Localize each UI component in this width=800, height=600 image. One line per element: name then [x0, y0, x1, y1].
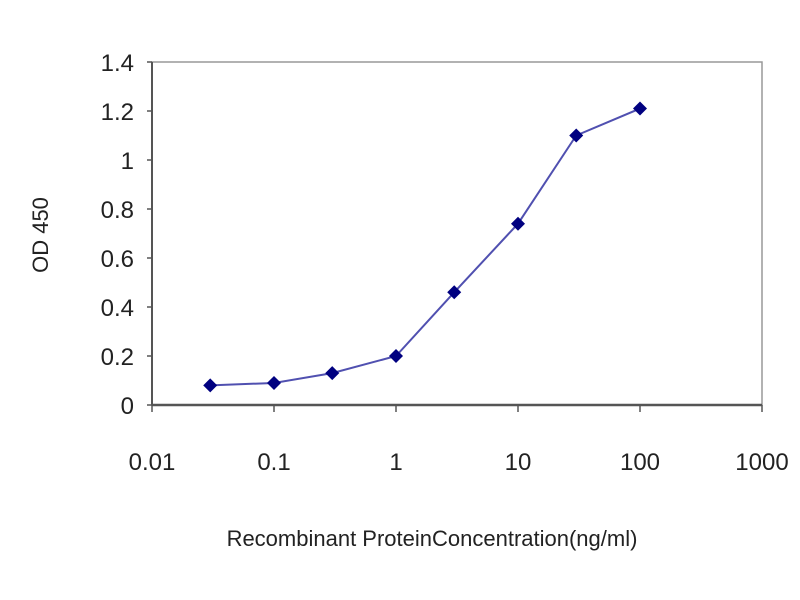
y-tick-label: 1.2 [101, 99, 134, 126]
x-tick-label: 0.1 [257, 449, 290, 476]
plot-area [151, 61, 763, 406]
x-tick-label: 100 [620, 449, 660, 476]
x-tick-label: 10 [505, 449, 532, 476]
data-point [511, 216, 525, 231]
y-tick-label: 0.8 [101, 197, 134, 224]
y-tick-label: 0.2 [101, 344, 134, 371]
x-tick-label: 1000 [735, 449, 788, 476]
data-point [325, 366, 340, 381]
x-tick-label: 0.01 [129, 449, 176, 476]
tick-labels: 0 0.2 0.4 0.6 0.8 1 1.2 1.4 0.01 0.1 1 10 100 1000 [101, 50, 789, 476]
x-axis-label: Recombinant ProteinConcentration(ng/ml) [227, 526, 638, 551]
data-point [389, 349, 403, 363]
axes [147, 61, 763, 412]
data-point [203, 378, 218, 393]
y-tick-label: 0 [121, 393, 134, 420]
y-axis-label: OD 450 [28, 197, 53, 273]
series [203, 101, 647, 393]
data-point [267, 375, 281, 390]
y-tick-label: 0.4 [101, 295, 134, 322]
y-tick-label: 0.6 [101, 246, 134, 273]
y-tick-label: 1 [121, 148, 134, 175]
series-line [210, 107, 641, 387]
data-point [569, 128, 584, 143]
y-tick-label: 1.4 [101, 50, 134, 77]
data-point [447, 285, 462, 300]
x-tick-label: 1 [389, 449, 402, 476]
data-point [633, 101, 647, 116]
